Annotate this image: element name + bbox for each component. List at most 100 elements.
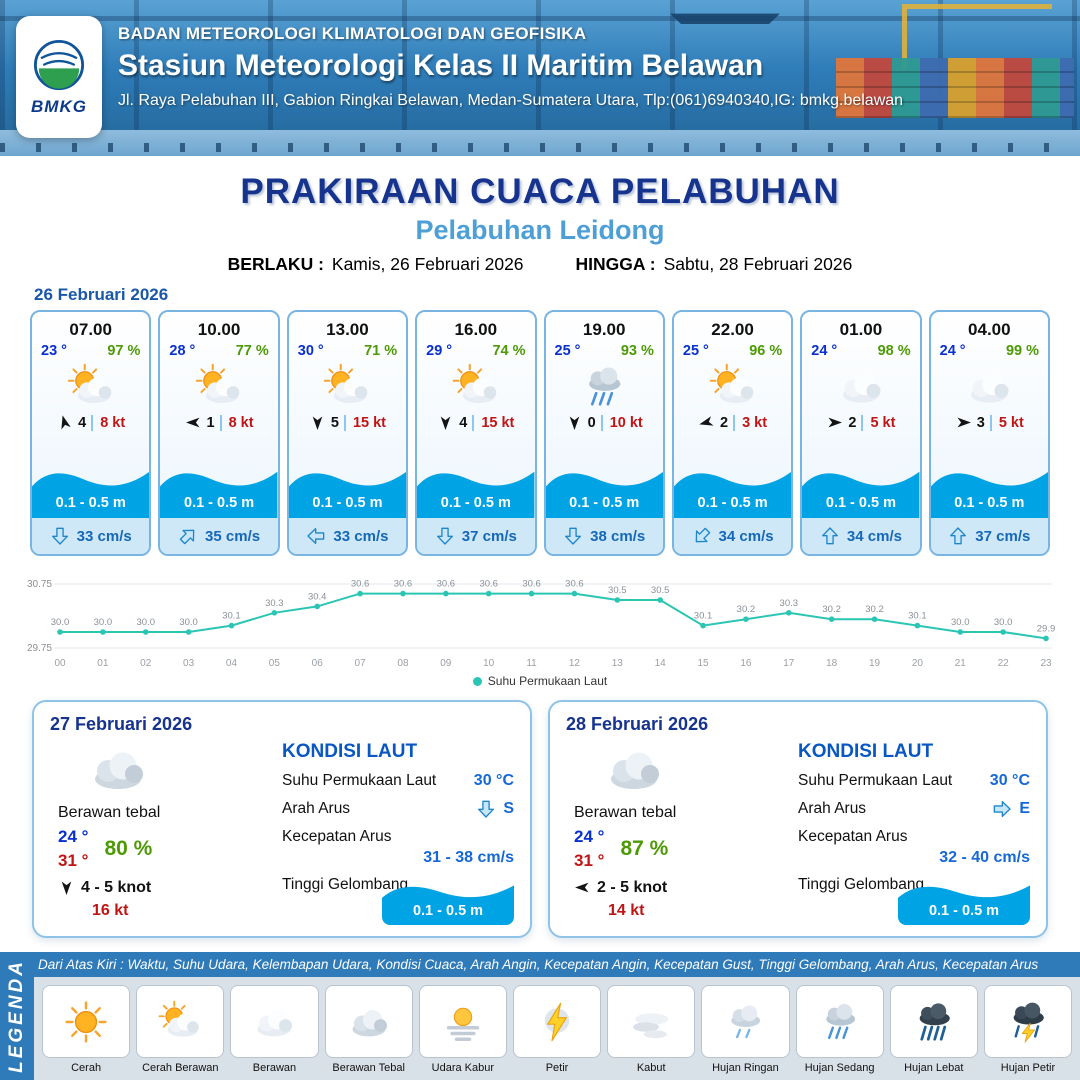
humidity: 80 % xyxy=(104,836,153,860)
current-direction-icon xyxy=(306,526,326,546)
current-speed: 35 cm/s xyxy=(205,527,261,545)
wave-icon xyxy=(673,471,792,518)
wave-icon xyxy=(160,471,278,518)
current-direction-row: Arah Arus E xyxy=(798,799,1030,819)
wind-row: 2 3 kt xyxy=(674,414,791,431)
sst-row: Suhu Permukaan Laut 30 °C xyxy=(798,772,1030,790)
current-direction-icon xyxy=(476,799,496,819)
weather-icon xyxy=(63,362,119,412)
bmkg-emblem-icon xyxy=(33,39,85,90)
forecast-time: 22.00 xyxy=(711,320,754,339)
legend-icon-box xyxy=(512,985,602,1058)
current-direction-value: E xyxy=(992,799,1030,819)
wave-height-band: 0.1 - 0.5 m xyxy=(673,462,792,518)
current-direction-icon xyxy=(50,526,70,546)
weather-icon xyxy=(448,362,504,412)
wave-icon xyxy=(417,471,535,518)
svg-text:30.6: 30.6 xyxy=(394,579,413,590)
legend-icon-box xyxy=(230,985,319,1058)
humidity: 97 % xyxy=(107,343,141,359)
wind-speed: 3 xyxy=(976,414,985,431)
svg-text:30.2: 30.2 xyxy=(865,604,884,615)
legend-item: Berawan Tebal xyxy=(324,985,413,1074)
legend-section: LEGENDA Dari Atas Kiri : Waktu, Suhu Uda… xyxy=(0,952,1080,1080)
current-row: 33 cm/s xyxy=(32,518,150,554)
wind-direction-icon xyxy=(58,879,75,896)
legend-icon-box xyxy=(418,985,507,1058)
current-row: 34 cm/s xyxy=(673,518,792,554)
hourly-forecast-row: 07.00 23 ° 97 % 4 8 kt 0.1 - 0.5 m 33 cm… xyxy=(0,310,1080,556)
humidity: 71 % xyxy=(364,343,398,359)
wind-range: 2 - 5 knot xyxy=(597,878,668,896)
humidity: 77 % xyxy=(235,343,269,359)
legend-icon-box xyxy=(795,985,884,1058)
svg-text:15: 15 xyxy=(697,658,709,669)
svg-text:30.3: 30.3 xyxy=(265,598,284,609)
current-speed: 37 cm/s xyxy=(461,527,517,545)
forecast-time: 01.00 xyxy=(839,320,883,339)
humidity: 96 % xyxy=(749,343,783,359)
legend-description: Dari Atas Kiri : Waktu, Suhu Udara, Kele… xyxy=(38,957,1039,972)
current-row: 37 cm/s xyxy=(930,518,1048,554)
berlaku-value: Kamis, 26 Februari 2026 xyxy=(331,254,524,274)
wave-height: 0.1 - 0.5 m xyxy=(55,495,126,511)
wave-icon xyxy=(898,885,1030,925)
condition-label: Berawan tebal xyxy=(58,804,161,821)
current-direction-icon xyxy=(992,799,1012,819)
wind-row: 2 - 5 knot xyxy=(574,879,784,897)
svg-text:30.1: 30.1 xyxy=(908,611,927,622)
temperature: 30 ° xyxy=(297,343,324,359)
gust-speed: 3 kt xyxy=(733,414,767,431)
svg-text:06: 06 xyxy=(312,658,324,669)
svg-text:30.1: 30.1 xyxy=(222,611,241,622)
temperature: 24 ° xyxy=(939,343,966,359)
temp-humidity-row: 30 ° 71 % xyxy=(289,340,406,359)
wind-speed: 4 xyxy=(459,414,468,431)
sst-row: Suhu Permukaan Laut 30 °C xyxy=(282,772,514,790)
hingga-value: Sabtu, 28 Februari 2026 xyxy=(663,254,853,274)
temperature: 24 ° xyxy=(811,343,838,359)
legend-label: Berawan Tebal xyxy=(332,1062,405,1074)
chart-series-label: Suhu Permukaan Laut xyxy=(487,674,608,688)
svg-text:22: 22 xyxy=(998,658,1010,669)
temp-range: 24 ° 31 ° xyxy=(574,825,604,873)
sea-conditions-title: KONDISI LAUT xyxy=(282,741,418,762)
temp-humidity-row: 25 ° 93 % xyxy=(546,340,663,359)
svg-text:30.1: 30.1 xyxy=(694,611,713,622)
svg-text:08: 08 xyxy=(397,658,409,669)
weather-icon xyxy=(319,362,375,412)
temp-humidity-row: 24 ° 99 % xyxy=(931,340,1048,359)
current-speed-label: Kecepatan Arus xyxy=(282,828,392,845)
svg-text:23: 23 xyxy=(1040,658,1052,669)
current-speed-row: Kecepatan Arus xyxy=(798,828,1030,846)
current-direction-icon xyxy=(174,522,202,550)
current-direction-icon xyxy=(435,526,455,546)
svg-text:30.0: 30.0 xyxy=(94,617,113,628)
wind-direction-icon xyxy=(437,414,454,431)
station-name: Stasiun Meteorologi Kelas II Maritim Bel… xyxy=(118,49,764,82)
legend-item: Udara Kabur xyxy=(418,985,507,1074)
wind-speed: 2 xyxy=(848,414,857,431)
weather-icon xyxy=(961,362,1017,412)
wind-direction-icon xyxy=(696,412,717,433)
wind-speed: 1 xyxy=(206,414,215,431)
svg-text:16: 16 xyxy=(740,658,752,669)
svg-text:02: 02 xyxy=(140,658,152,669)
wave-icon xyxy=(545,471,663,518)
wind-row: 3 5 kt xyxy=(931,414,1048,431)
wave-height-band: 0.1 - 0.5 m xyxy=(32,462,150,518)
svg-text:30.6: 30.6 xyxy=(522,579,541,590)
svg-text:30.5: 30.5 xyxy=(608,585,627,596)
forecast-card: 19.00 25 ° 93 % 0 10 kt 0.1 - 0.5 m 38 c… xyxy=(543,310,665,556)
humidity: 87 % xyxy=(620,836,669,860)
chart-legend: Suhu Permukaan Laut xyxy=(20,674,1060,688)
wind-row: 1 8 kt xyxy=(160,414,277,431)
current-direction-row: Arah Arus S xyxy=(282,799,514,819)
legend-label: Udara Kabur xyxy=(431,1062,495,1074)
forecast-card: 13.00 30 ° 71 % 5 15 kt 0.1 - 0.5 m 33 c… xyxy=(286,310,409,556)
wave-height-row: Tinggi Gelombang xyxy=(798,876,1030,894)
wave-height-value: 0.1 - 0.5 m xyxy=(412,903,484,919)
legend-weather-icon xyxy=(911,999,957,1045)
current-speed-label: Kecepatan Arus xyxy=(798,828,908,845)
temp-humidity-row: 25 ° 96 % xyxy=(674,340,791,359)
